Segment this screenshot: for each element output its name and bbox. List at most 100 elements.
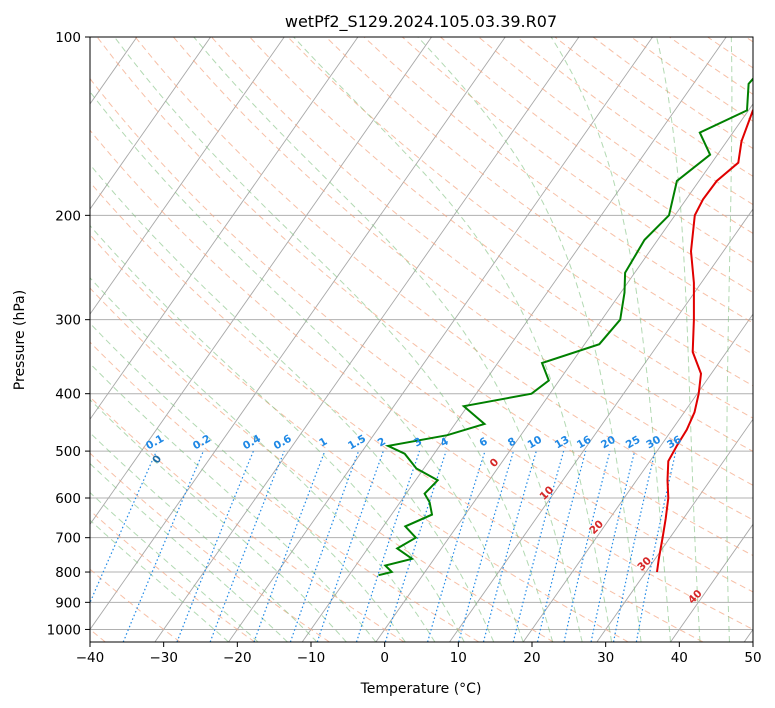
x-axis-ticks: −40 −30 −20 −10 0 10 20 30 40 50 xyxy=(76,642,762,666)
dry-adiabat-line xyxy=(707,37,753,69)
mixing-ratio-line xyxy=(355,450,421,642)
y-tick-label: 900 xyxy=(55,595,81,611)
moist-adiabat-line xyxy=(550,37,671,642)
moist-adiabat-line xyxy=(726,37,733,642)
dry-adiabat-line xyxy=(249,37,753,419)
isotherm-line xyxy=(90,37,359,421)
chart-title: wetPf2_S129.2024.105.03.39.R07 xyxy=(285,12,557,32)
dry-adiabat-line xyxy=(440,37,753,264)
moist-adiabat-label: 20 xyxy=(587,518,606,537)
mixing-ratio-line xyxy=(209,450,285,642)
x-tick-label: 50 xyxy=(744,650,761,666)
dry-adiabat-line xyxy=(401,37,753,294)
y-tick-label: 600 xyxy=(55,491,81,507)
moist-adiabat-label: 0 xyxy=(488,456,502,470)
moist-adiabat-line xyxy=(90,90,524,642)
dewpoint-line xyxy=(378,77,753,577)
x-tick-label: −10 xyxy=(297,650,326,666)
profile-series xyxy=(378,77,753,577)
x-tick-label: 10 xyxy=(450,650,467,666)
y-axis-ticks: 100 200 300 400 500 600 700 800 900 1000 xyxy=(47,30,90,638)
plot-area: -100-90-80-70-60-50-40-30-20-100 0102030… xyxy=(0,37,753,642)
mixing-ratio-line xyxy=(176,450,254,642)
moist-adiabat-line xyxy=(90,462,288,642)
moist-adiabat-line xyxy=(90,398,347,642)
dry-adiabat-line xyxy=(90,129,753,630)
mixing-ratio-label: 0.6 xyxy=(272,433,294,453)
mixing-ratio-line xyxy=(316,450,384,642)
mixing-ratio-label: 4 xyxy=(438,435,450,449)
dry-adiabat-line xyxy=(745,37,753,43)
y-tick-label: 400 xyxy=(55,387,81,403)
dry-adiabat-label: 0 xyxy=(150,453,164,466)
y-axis-label: Pressure (hPa) xyxy=(12,290,28,390)
mixing-ratio-line xyxy=(590,450,636,642)
x-axis-label: Temperature (°C) xyxy=(360,681,482,697)
isotherm-line xyxy=(449,208,753,642)
dry-adiabat-line xyxy=(211,37,753,452)
mixing-ratio-label: 30 xyxy=(644,434,663,452)
y-tick-label: 1000 xyxy=(47,622,81,638)
dry-adiabat-line xyxy=(134,37,753,521)
moist-adiabat-label: 40 xyxy=(686,588,705,607)
dry-adiabat-line xyxy=(90,181,704,642)
dry-adiabat-line xyxy=(90,77,753,593)
dry-adiabat-line xyxy=(90,287,554,642)
temperature-line xyxy=(656,109,753,573)
y-tick-label: 200 xyxy=(55,208,81,224)
dry-adiabat-label: -10 xyxy=(54,418,75,440)
moist-adiabat-line xyxy=(90,163,495,642)
dry-adiabat-line xyxy=(90,452,330,642)
isotherm-line xyxy=(90,37,506,631)
dry-adiabat-line xyxy=(287,37,753,387)
isotherm-line xyxy=(522,313,753,642)
isotherm-line xyxy=(375,103,753,642)
isotherm-line xyxy=(90,37,285,315)
mixing-ratio-line xyxy=(482,450,537,642)
mixing-ratio-label: 1 xyxy=(317,435,329,449)
dry-adiabat-line xyxy=(669,37,753,95)
mixing-ratio-line xyxy=(427,450,486,642)
pressure-gridlines xyxy=(90,37,753,630)
mixing-ratio-line xyxy=(512,450,565,642)
dry-adiabat-line xyxy=(173,37,753,486)
x-tick-label: 30 xyxy=(597,650,614,666)
mixing-ratio-line xyxy=(563,450,611,642)
isotherm-line xyxy=(301,37,727,642)
moist-adiabat-line xyxy=(90,491,259,642)
moist-adiabat-lines xyxy=(90,37,733,642)
mixing-ratio-label: 2 xyxy=(376,435,388,449)
dry-adiabat-line xyxy=(592,37,753,150)
moist-adiabat-line xyxy=(193,37,583,642)
isotherm-line xyxy=(0,37,63,642)
mixing-ratio-lines xyxy=(90,450,677,642)
mixing-ratio-label: 8 xyxy=(506,435,518,449)
mixing-ratio-label: 1.5 xyxy=(346,433,368,453)
mixing-ratio-label: 25 xyxy=(624,434,643,452)
x-tick-label: −40 xyxy=(76,650,105,666)
isotherm-line xyxy=(90,37,432,526)
mixing-ratio-label: 0.1 xyxy=(144,433,166,453)
moist-adiabat-line xyxy=(90,277,436,642)
mixing-ratio-line xyxy=(90,450,158,604)
x-tick-label: 20 xyxy=(523,650,540,666)
y-tick-label: 100 xyxy=(55,30,81,46)
mixing-ratio-label: 0.2 xyxy=(191,433,213,453)
mixing-ratio-line xyxy=(384,450,447,642)
dry-adiabat-lines xyxy=(90,37,753,642)
y-tick-label: 700 xyxy=(55,531,81,547)
mixing-ratio-line xyxy=(122,450,204,642)
x-tick-label: 40 xyxy=(671,650,688,666)
y-tick-label: 300 xyxy=(55,313,81,329)
moist-adiabat-line xyxy=(90,519,229,642)
isotherm-lines xyxy=(0,37,753,642)
moist-adiabat-line xyxy=(417,37,642,642)
moist-adiabat-line xyxy=(656,37,701,642)
moist-adiabat-label: 30 xyxy=(635,555,654,574)
dry-adiabat-line xyxy=(90,341,480,642)
moist-adiabat-line xyxy=(90,322,406,642)
mixing-ratio-label: 0.4 xyxy=(241,433,263,453)
y-tick-label: 500 xyxy=(55,444,81,460)
isotherm-line xyxy=(90,37,211,210)
